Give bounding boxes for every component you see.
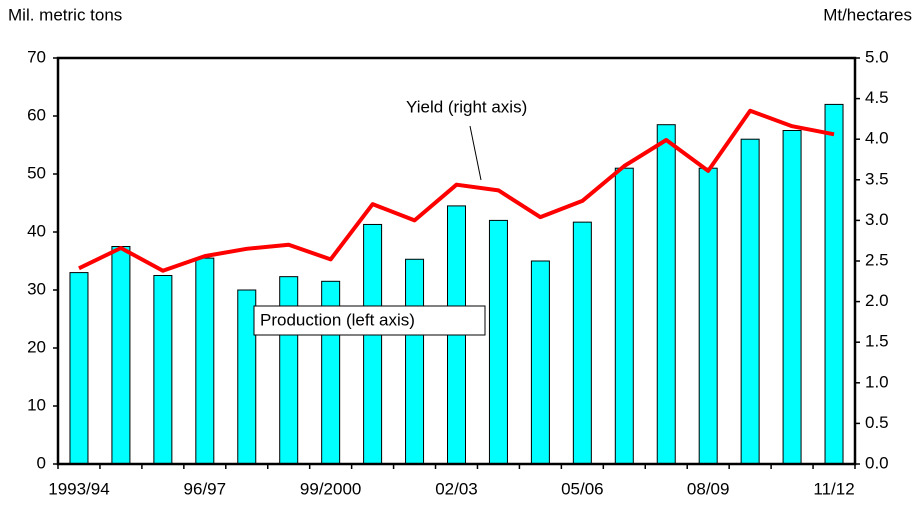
y2-axis-title: Mt/hectares [823,5,912,24]
bar [405,258,425,465]
bar [237,289,257,465]
y2-tick-label: 2.5 [865,250,889,269]
bar [782,130,802,465]
bar [740,138,760,465]
bar [572,221,592,465]
plot-border [56,56,857,466]
x-tick-label: 1993/94 [48,479,109,498]
bar [488,219,508,465]
line [78,108,835,273]
bar [530,260,550,465]
bar [363,223,383,465]
bar [824,103,844,465]
x-tick-label: 08/09 [687,479,730,498]
bar [698,167,718,465]
x-tick-label: 96/97 [184,479,227,498]
y2-tick-label: 1.0 [865,372,889,391]
bar [111,246,131,465]
y-tick-label: 60 [27,105,46,124]
bar [656,124,676,465]
y-tick-label: 40 [27,221,46,240]
y2-tick-label: 4.5 [865,88,889,107]
y2-tick-label: 0.0 [865,453,889,472]
bar [279,276,299,465]
annotation-pointer [469,125,482,181]
y-axis-title: Mil. metric tons [8,5,122,24]
annotation: Yield (right axis) [406,97,527,116]
x-tick-label: 02/03 [435,479,478,498]
bar [614,167,634,465]
y2-tick-label: 1.5 [865,332,889,351]
y2-tick-label: 3.0 [865,210,889,229]
y-tick-label: 0 [37,453,46,472]
y2-tick-label: 2.0 [865,291,889,310]
x-tick-label: 99/2000 [300,479,361,498]
bar [195,257,215,465]
annotation-box [253,305,486,336]
y2-tick-label: 4.0 [865,129,889,148]
y2-tick-label: 5.0 [865,47,889,66]
x-tick-label: 05/06 [561,479,604,498]
x-tick-label: 11/12 [813,479,854,498]
bar [69,272,89,465]
y-tick-label: 10 [27,395,46,414]
y2-tick-label: 0.5 [865,413,889,432]
y-tick-label: 50 [27,163,46,182]
bar [153,275,173,465]
y2-tick-label: 3.5 [865,169,889,188]
y-tick-label: 20 [27,337,46,356]
y-tick-label: 70 [27,47,46,66]
annotation: Production (left axis) [260,310,415,329]
y-tick-label: 30 [27,279,46,298]
